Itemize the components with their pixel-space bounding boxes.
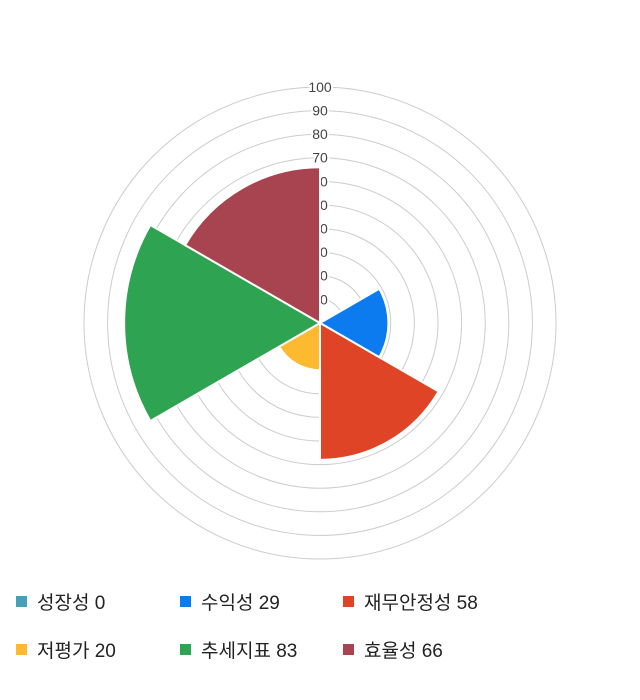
legend-label-trend-indicator: 추세지표 83: [201, 640, 298, 662]
legend-swatch-profitability: [180, 595, 191, 607]
legend-item-trend-indicator[interactable]: 추세지표 83: [180, 638, 343, 662]
radial-tick-label: 80: [312, 126, 328, 142]
legend-item-undervaluation[interactable]: 저평가 20: [16, 638, 180, 662]
polar-area-chart: 102030405060708090100: [83, 77, 557, 560]
legend-item-efficiency[interactable]: 효율성 66: [343, 638, 640, 662]
legend-label-efficiency: 효율성 66: [364, 640, 443, 662]
chart-sector-4[interactable]: [123, 223, 323, 423]
legend-label-profitability: 수익성 29: [201, 592, 280, 614]
chart-legend: 성장성 0 수익성 29 재무안정성 58 저평가 20 추세지표 83 효율성…: [16, 590, 640, 686]
grid-circle: [83, 86, 557, 560]
legend-swatch-growth: [16, 595, 27, 607]
legend-swatch-undervaluation: [16, 643, 27, 655]
legend-swatch-financial-stability: [343, 595, 354, 607]
legend-swatch-trend-indicator: [180, 643, 191, 655]
legend-label-undervaluation: 저평가 20: [37, 640, 116, 662]
grid-circle: [107, 110, 533, 536]
radial-tick-label: 100: [308, 79, 332, 95]
legend-item-growth[interactable]: 성장성 0: [16, 590, 180, 614]
legend-label-growth: 성장성 0: [37, 592, 106, 614]
legend-item-financial-stability[interactable]: 재무안정성 58: [343, 590, 640, 614]
chart-sector-5[interactable]: [183, 166, 321, 325]
legend-label-financial-stability: 재무안정성 58: [364, 592, 478, 614]
chart-sector-1[interactable]: [318, 287, 390, 359]
legend-swatch-efficiency: [343, 643, 354, 655]
radial-tick-label: 70: [312, 150, 328, 166]
radial-tick-label: 90: [312, 103, 328, 119]
chart-sector-2[interactable]: [319, 321, 440, 461]
legend-item-profitability[interactable]: 수익성 29: [180, 590, 343, 614]
